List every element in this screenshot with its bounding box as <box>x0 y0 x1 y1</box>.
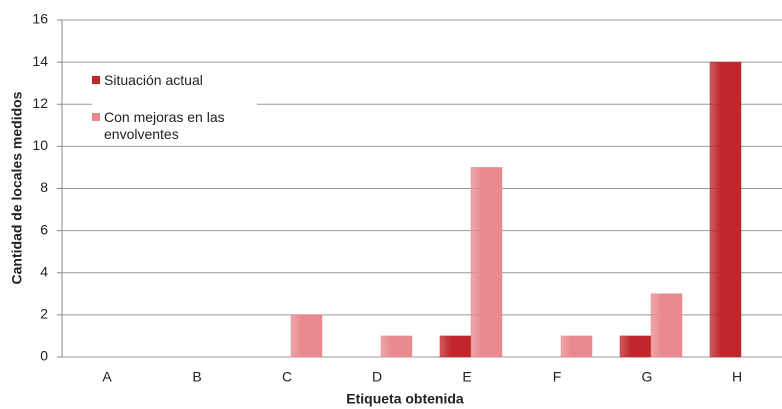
y-axis-label: Cantidad de locales medidos <box>9 91 25 284</box>
x-tick-label: C <box>282 369 292 385</box>
y-tick-label: 10 <box>32 137 48 153</box>
y-tick-label: 6 <box>40 221 48 237</box>
x-axis-label: Etiqueta obtenida <box>346 391 464 407</box>
legend-label: Situación actual <box>104 72 203 88</box>
x-tick-label: H <box>732 369 742 385</box>
x-tick-label: F <box>553 369 562 385</box>
y-tick-label: 12 <box>32 95 48 111</box>
bar <box>560 335 593 358</box>
legend: Situación actual Con mejoras en las envol… <box>92 72 257 143</box>
legend-swatch <box>92 113 100 121</box>
x-tick-label: B <box>192 369 201 385</box>
bar <box>470 167 503 358</box>
bar <box>439 335 472 358</box>
bar <box>290 314 323 358</box>
y-tick-label: 16 <box>32 11 48 27</box>
x-tick-label: G <box>642 369 653 385</box>
bar <box>380 335 413 358</box>
y-tick-label: 2 <box>40 306 48 322</box>
legend-item: Con mejoras en las envolventes <box>92 109 257 143</box>
bar <box>650 293 683 358</box>
x-tick-label: D <box>372 369 382 385</box>
bar <box>709 61 742 358</box>
x-tick-label: E <box>462 369 471 385</box>
legend-label: Con mejoras en las envolventes <box>104 109 225 142</box>
legend-swatch <box>92 76 100 84</box>
bar <box>619 335 652 358</box>
y-tick-label: 8 <box>40 179 48 195</box>
y-tick-label: 14 <box>32 53 48 69</box>
legend-item: Situación actual <box>92 72 257 89</box>
y-tick-label: 4 <box>40 263 48 279</box>
y-tick-label: 0 <box>40 348 48 364</box>
x-tick-label: A <box>102 369 112 385</box>
